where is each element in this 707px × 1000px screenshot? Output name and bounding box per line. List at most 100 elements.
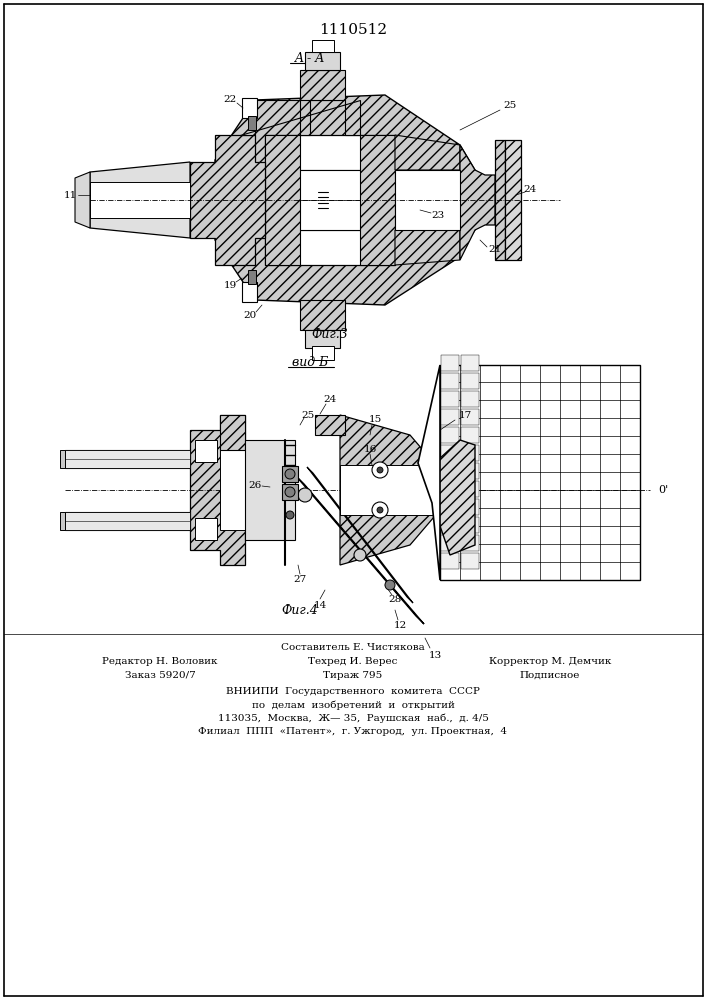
Text: 0': 0' <box>658 485 668 495</box>
Text: 15: 15 <box>368 416 382 424</box>
Bar <box>195 518 217 540</box>
Bar <box>220 450 245 530</box>
Text: 25: 25 <box>503 101 517 109</box>
Circle shape <box>285 469 295 479</box>
Bar <box>461 463 479 479</box>
Bar <box>90 182 190 218</box>
Polygon shape <box>395 230 460 265</box>
Polygon shape <box>418 365 440 580</box>
Polygon shape <box>60 450 65 468</box>
Bar <box>265 135 395 265</box>
Text: 17: 17 <box>458 410 472 420</box>
Polygon shape <box>215 95 475 305</box>
Polygon shape <box>307 467 413 603</box>
Polygon shape <box>240 100 360 135</box>
Polygon shape <box>65 450 190 468</box>
Bar <box>441 355 459 371</box>
Bar <box>195 440 217 462</box>
Bar <box>461 445 479 461</box>
Bar <box>441 391 459 407</box>
Polygon shape <box>300 300 345 330</box>
Polygon shape <box>90 162 190 238</box>
Bar <box>441 427 459 443</box>
Bar <box>441 499 459 515</box>
Circle shape <box>298 488 312 502</box>
Polygon shape <box>300 70 345 100</box>
Polygon shape <box>60 512 65 530</box>
Polygon shape <box>395 135 460 170</box>
Circle shape <box>372 462 388 478</box>
Polygon shape <box>460 145 495 260</box>
Bar <box>441 535 459 551</box>
Text: вид Б: вид Б <box>292 356 328 368</box>
Text: 113035,  Москва,  Ж— 35,  Раушская  наб.,  д. 4/5: 113035, Москва, Ж— 35, Раушская наб., д.… <box>218 713 489 723</box>
Bar <box>340 465 440 515</box>
Bar <box>461 553 479 569</box>
Circle shape <box>285 487 295 497</box>
Bar <box>242 282 257 302</box>
Circle shape <box>377 467 383 473</box>
Polygon shape <box>190 135 265 265</box>
Bar <box>461 427 479 443</box>
Polygon shape <box>296 476 424 624</box>
Text: 21: 21 <box>489 245 502 254</box>
Circle shape <box>385 580 395 590</box>
Text: Тираж 795: Тираж 795 <box>323 670 382 680</box>
Bar <box>300 170 360 230</box>
Polygon shape <box>75 172 90 228</box>
Bar <box>441 373 459 389</box>
Text: Подписное: Подписное <box>520 670 580 680</box>
Text: 16: 16 <box>363 446 377 454</box>
Bar <box>441 553 459 569</box>
Text: 28: 28 <box>388 595 402 604</box>
Bar <box>441 481 459 497</box>
Circle shape <box>286 511 294 519</box>
Bar <box>220 415 245 450</box>
Text: 20: 20 <box>243 310 257 320</box>
Text: A - A: A - A <box>295 51 325 64</box>
Circle shape <box>372 502 388 518</box>
Polygon shape <box>495 140 505 260</box>
Bar <box>441 409 459 425</box>
Bar <box>461 535 479 551</box>
Text: 25: 25 <box>301 410 315 420</box>
Text: 23: 23 <box>431 211 445 220</box>
Bar <box>461 517 479 533</box>
Text: Заказ 5920/7: Заказ 5920/7 <box>124 670 195 680</box>
Polygon shape <box>265 135 395 265</box>
Bar <box>395 170 460 230</box>
Text: 1110512: 1110512 <box>319 23 387 37</box>
Text: Составитель Е. Чистякова: Составитель Е. Чистякова <box>281 643 425 652</box>
Bar <box>245 440 295 540</box>
Text: 24: 24 <box>523 186 537 194</box>
Polygon shape <box>340 415 440 565</box>
Text: Редактор Н. Воловик: Редактор Н. Воловик <box>103 658 218 666</box>
Circle shape <box>354 549 366 561</box>
Bar <box>65 512 190 530</box>
Bar <box>305 52 340 70</box>
Bar <box>312 40 334 52</box>
Text: 14: 14 <box>313 600 327 609</box>
Text: по  делам  изобретений  и  открытий: по делам изобретений и открытий <box>252 700 455 710</box>
Text: 12: 12 <box>393 620 407 630</box>
Bar <box>282 484 298 500</box>
Polygon shape <box>190 415 245 565</box>
Text: Фиг.3: Фиг.3 <box>312 328 349 342</box>
Circle shape <box>377 507 383 513</box>
Bar <box>315 415 345 435</box>
Bar <box>441 445 459 461</box>
Bar <box>282 466 298 482</box>
Text: 11: 11 <box>64 190 76 200</box>
Text: Техред И. Верес: Техред И. Верес <box>308 658 397 666</box>
Text: 27: 27 <box>293 576 307 584</box>
Text: 22: 22 <box>223 96 237 104</box>
Text: 24: 24 <box>323 395 337 404</box>
Polygon shape <box>438 440 475 555</box>
Bar <box>461 355 479 371</box>
Bar <box>461 499 479 515</box>
Bar <box>242 98 257 118</box>
Bar <box>248 270 256 284</box>
Bar <box>461 373 479 389</box>
Text: ВНИИПИ  Государственного  комитета  СССР: ВНИИПИ Государственного комитета СССР <box>226 688 480 696</box>
Text: 19: 19 <box>223 280 237 290</box>
